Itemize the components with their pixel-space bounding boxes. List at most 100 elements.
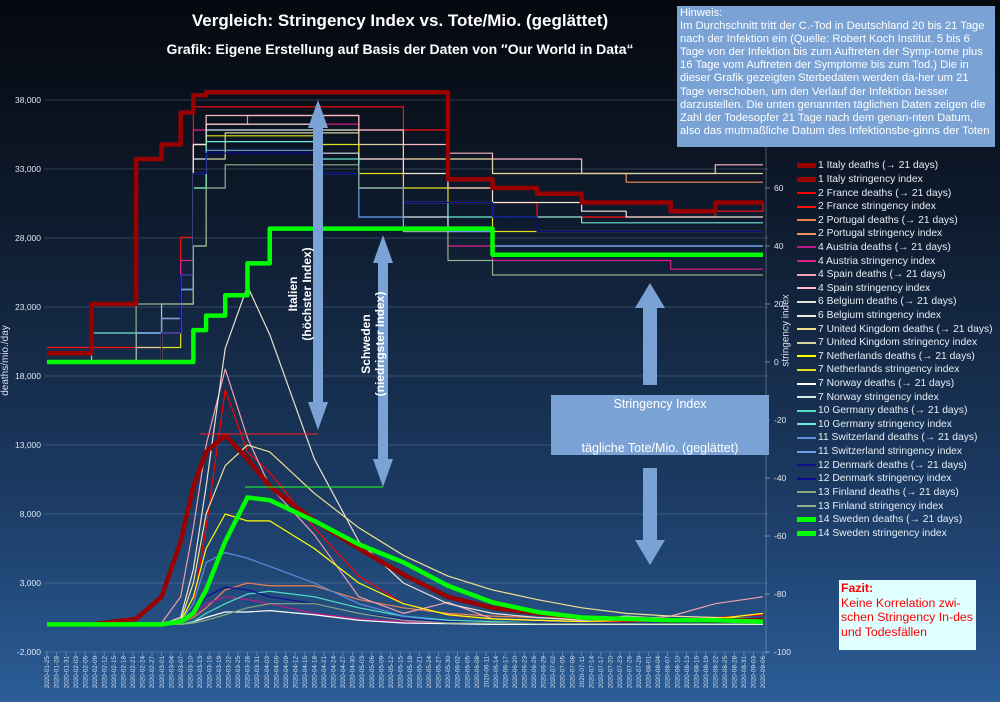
x-tick-label: 2020-07-17: [598, 656, 605, 689]
x-tick-label: 2020-03-01: [159, 656, 166, 689]
legend-label: 7 Norway deaths (→ 21 days): [818, 378, 955, 390]
legend-item: 2 France stringency index: [797, 200, 993, 214]
legend-label: 7 Netherlands stringency index: [818, 364, 960, 376]
legend-swatch: [797, 287, 816, 290]
legend-item: 7 United Kingdom deaths (→ 21 days): [797, 322, 993, 336]
legend-label: 14 Sweden stringency index: [818, 527, 947, 539]
x-tick-label: 2020-02-27: [149, 656, 156, 689]
x-tick-label: 2020-05-18: [407, 656, 414, 689]
italy-double-arrow-head-up: [308, 100, 328, 128]
series-line-14-sweden-deaths-21-days: [47, 495, 764, 627]
y-axis-left: -2,000 3,000 8,000 13,000 18,000 23,000 28,000…: [15, 95, 41, 657]
x-tick-label: 2020-04-27: [340, 656, 347, 689]
legend-label: 11 Switzerland deaths (→ 21 days): [818, 432, 978, 444]
legend-item: 12 Denmark stringency index: [797, 472, 993, 486]
legend-swatch: [797, 246, 816, 249]
legend-item: 10 Germany deaths (→ 21 days): [797, 404, 993, 418]
legend-swatch: [797, 396, 816, 399]
x-tick-label: 2020-04-18: [312, 656, 319, 689]
legend-item: 7 Netherlands deaths (→ 21 days): [797, 350, 993, 364]
legend-item: 4 Austria deaths (→ 21 days): [797, 241, 993, 255]
legend-swatch: [797, 273, 816, 276]
legend-swatch: [797, 219, 816, 222]
x-tick-label: 2020-06-20: [512, 656, 519, 689]
legend-item: 2 Portugal stringency index: [797, 227, 993, 241]
chart-subtitle: Grafik: Eigene Erstellung auf Basis der …: [166, 41, 634, 57]
legend-item: 11 Switzerland stringency index: [797, 445, 993, 459]
legend-swatch: [797, 491, 816, 494]
y-tick-label-right: 60: [774, 183, 784, 193]
legend-swatch: [797, 517, 816, 523]
legend-item: 1 Italy deaths (→ 21 days): [797, 159, 993, 173]
x-axis: 2020-01-25 2020-01-28 2020-01-31 2020-02-03…: [44, 652, 767, 688]
y-tick-label-right: -40: [774, 473, 787, 483]
x-tick-label: 2020-07-14: [588, 656, 595, 689]
x-tick-label: 2020-02-18: [121, 656, 128, 689]
chart-title: Vergleich: Stringency Index vs. Tote/Mio…: [191, 11, 609, 30]
info-box: Stringency Index tägliche Tote/Mio. (geg…: [551, 395, 769, 455]
legend-swatch: [797, 368, 816, 371]
sweden-label-line1: Schweden: [359, 314, 373, 374]
x-tick-label: 2020-04-09: [283, 656, 290, 689]
x-tick-label: 2020-06-23: [522, 656, 529, 689]
legend-swatch: [797, 505, 816, 508]
legend-item: 14 Sweden stringency index: [797, 526, 993, 540]
x-tick-label: 2020-08-22: [712, 656, 719, 689]
conclusion-heading: Fazit:: [841, 581, 874, 595]
x-tick-label: 2020-02-15: [111, 656, 118, 689]
x-tick-label: 2020-07-02: [550, 656, 557, 689]
x-tick-label: 2020-01-28: [54, 656, 61, 689]
x-tick-label: 2020-03-16: [206, 656, 213, 689]
legend-label: 7 Netherlands deaths (→ 21 days): [818, 350, 975, 362]
x-tick-label: 2020-08-25: [722, 656, 729, 689]
legend-swatch: [797, 450, 816, 453]
sweden-label: Schweden (niedrigster Index): [359, 274, 387, 414]
legend-swatch: [797, 205, 816, 208]
legend-swatch: [797, 328, 816, 331]
legend-item: 14 Sweden deaths (→ 21 days): [797, 513, 993, 527]
legend-item: 2 France deaths (→ 21 days): [797, 186, 993, 200]
x-tick-label: 2020-02-12: [101, 656, 108, 689]
legend-item: 7 Norway deaths (→ 21 days): [797, 377, 993, 391]
y-tick-label-right: 20: [774, 299, 784, 309]
x-tick-label: 2020-07-23: [617, 656, 624, 689]
x-tick-label: 2020-05-09: [378, 656, 385, 689]
x-tick-label: 2020-04-24: [331, 656, 338, 689]
y-tick-label-right: -100: [774, 647, 791, 657]
legend-swatch: [797, 176, 816, 182]
legend-item: 4 Spain stringency index: [797, 281, 993, 295]
legend-label: 10 Germany stringency index: [818, 418, 952, 430]
y-tick-label-left: 8,000: [20, 509, 42, 519]
x-tick-label: 2020-09-03: [751, 656, 758, 689]
legend-label: 12 Denmark deaths (→ 21 days): [818, 459, 967, 471]
x-tick-label: 2020-02-21: [130, 656, 137, 689]
legend-swatch: [797, 341, 816, 344]
x-tick-label: 2020-04-15: [302, 656, 309, 689]
x-tick-label: 2020-07-05: [560, 656, 567, 689]
y-tick-label-right: 0: [774, 357, 779, 367]
down-arrow-shaft: [643, 468, 657, 543]
legend-item: 7 Netherlands stringency index: [797, 363, 993, 377]
legend-item: 13 Finland stringency index: [797, 499, 993, 513]
conclusion-box: Fazit: Keine Korrelation zwi-schen Strin…: [839, 580, 976, 650]
italy-label-line1: Italien: [286, 276, 300, 312]
legend-swatch: [797, 163, 816, 169]
legend-label: 12 Denmark stringency index: [818, 473, 952, 485]
x-tick-label: 2020-01-31: [63, 656, 70, 689]
x-tick-label: 2020-02-03: [73, 656, 80, 689]
y-tick-label-right: 40: [774, 241, 784, 251]
legend-label: 7 Norway stringency index: [818, 391, 939, 403]
note-heading: Hinweis:: [680, 7, 723, 19]
annotations: [200, 100, 665, 565]
up-arrow-icon: [635, 283, 665, 308]
y-tick-label-right: -80: [774, 589, 787, 599]
legend-label: 10 Germany deaths (→ 21 days): [818, 405, 968, 417]
legend-swatch: [797, 423, 816, 426]
legend-label: 2 Portugal stringency index: [818, 228, 943, 240]
x-tick-label: 2020-03-13: [197, 656, 204, 689]
x-tick-label: 2020-08-28: [732, 656, 739, 689]
legend-label: 11 Switzerland stringency index: [818, 446, 963, 458]
x-tick-label: 2020-06-11: [483, 656, 490, 688]
legend-label: 14 Sweden deaths (→ 21 days): [818, 514, 963, 526]
legend-item: 1 Italy stringency index: [797, 173, 993, 187]
